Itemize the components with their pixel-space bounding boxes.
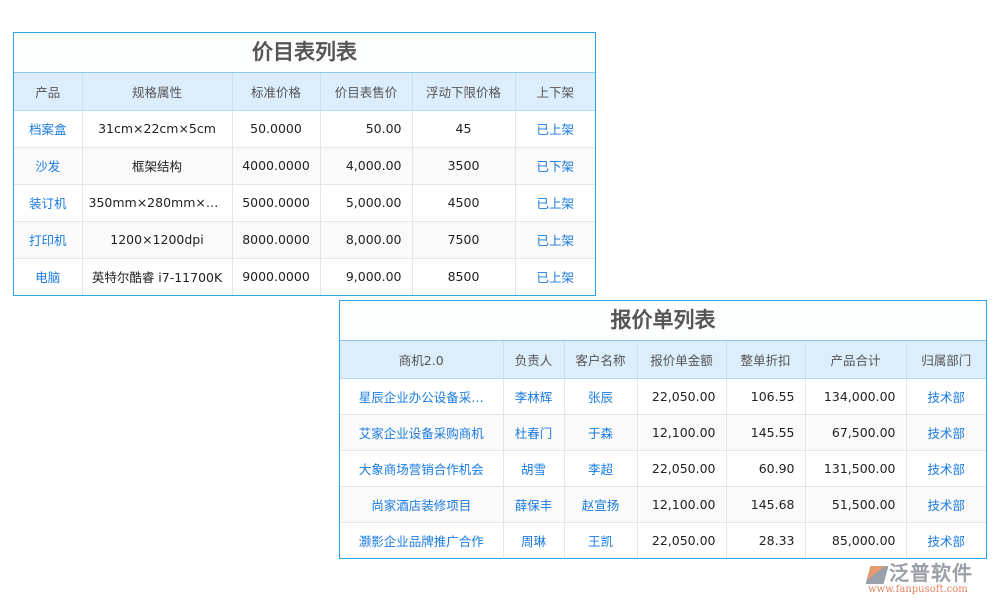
cell-link[interactable]: 技术部 — [906, 378, 986, 415]
table-row[interactable]: 星辰企业办公设备采… 李林辉 张辰 22,050.00 106.55 134,000.00… — [340, 378, 986, 415]
quote-list-table: 商机2.0 负责人 客户名称 报价单金额 整单折扣 产品合计 归属部门 星辰企业办公设备采…… — [340, 341, 986, 558]
table-cell: 50.00 — [320, 110, 413, 148]
table-cell: 50.0000 — [232, 110, 321, 148]
table-cell: 5000.0000 — [232, 184, 321, 222]
cell-link[interactable]: 沙发 — [14, 147, 83, 185]
table-cell: 350mm×280mm×5… — [82, 184, 233, 222]
table-row[interactable]: 打印机 1200×1200dpi 8000.0000 8,000.00 7500 已上架 — [14, 221, 595, 259]
fanpu-logo-icon — [865, 565, 889, 584]
cell-link[interactable]: 技术部 — [906, 414, 986, 451]
table-cell: 1200×1200dpi — [82, 221, 233, 259]
column-header[interactable]: 价目表售价 — [320, 73, 413, 111]
table-cell: 4000.0000 — [232, 147, 321, 185]
price-list-panel: 价目表列表 产品 规格属性 标准价格 价目表售价 浮动下限价格 上下架 档案盒 31cm×2… — [13, 32, 596, 296]
quote-list-title: 报价单列表 — [340, 301, 986, 341]
column-header[interactable]: 标准价格 — [232, 73, 321, 111]
cell-link[interactable]: 艾家企业设备采购商机 — [340, 414, 504, 451]
column-header[interactable]: 归属部门 — [906, 341, 986, 379]
cell-link[interactable]: 电脑 — [14, 258, 83, 295]
column-header[interactable]: 浮动下限价格 — [412, 73, 516, 111]
cell-link[interactable]: 技术部 — [927, 533, 965, 549]
table-cell: 45 — [412, 110, 516, 148]
cell-link[interactable]: 李超 — [564, 450, 638, 487]
table-cell: 8500 — [412, 258, 516, 295]
table-cell: 12,100.00 — [637, 486, 727, 523]
table-cell: 145.55 — [726, 414, 806, 451]
cell-link[interactable]: 张辰 — [564, 378, 638, 415]
table-row[interactable]: 装订机 350mm×280mm×5… 5000.0000 5,000.00 4500 已上… — [14, 184, 595, 222]
cell-link[interactable]: 打印机 — [14, 221, 83, 259]
column-header[interactable]: 报价单金额 — [637, 341, 727, 379]
table-cell: 22,050.00 — [637, 378, 727, 415]
table-cell: 4500 — [412, 184, 516, 222]
table-row[interactable]: 沙发 框架结构 4000.0000 4,000.00 3500 已下架 — [14, 147, 595, 185]
cell-link[interactable]: 技术部 — [906, 486, 986, 523]
table-cell: 28.33 — [726, 522, 806, 558]
table-row[interactable]: 电脑 英特尔酷睿 i7-11700K 9000.0000 9,000.00 8500 已上… — [14, 258, 595, 295]
column-header[interactable]: 规格属性 — [82, 73, 233, 111]
watermark: 泛普软件 www.fanpusoft.com — [865, 561, 973, 596]
table-cell: 60.90 — [726, 450, 806, 487]
table-cell: 3500 — [412, 147, 516, 185]
table-cell: 9000.0000 — [232, 258, 321, 295]
table-cell: 7500 — [412, 221, 516, 259]
cell-link[interactable]: 技术部 — [906, 450, 986, 487]
cell-link[interactable]: 胡雪 — [503, 450, 565, 487]
cell-link[interactable]: 赵宣扬 — [564, 486, 638, 523]
table-cell: 8,000.00 — [320, 221, 413, 259]
cell-link[interactable]: 于森 — [564, 414, 638, 451]
column-header[interactable]: 商机2.0 — [340, 341, 504, 379]
cell-link[interactable]: 档案盒 — [14, 110, 83, 148]
column-header[interactable]: 客户名称 — [564, 341, 638, 379]
cell-link[interactable]: 已上架 — [515, 110, 595, 148]
watermark-url: www.fanpusoft.com — [868, 584, 968, 595]
table-cell: 框架结构 — [82, 147, 233, 185]
column-header[interactable]: 整单折扣 — [726, 341, 806, 379]
table-row[interactable]: 档案盒 31cm×22cm×5cm 50.0000 50.00 45 已上架 — [14, 110, 595, 148]
table-row[interactable]: 灏影企业品牌推广合作 周琳 王凯 22,050.00 28.33 85,000.00 技术部 — [340, 522, 986, 558]
table-cell: 145.68 — [726, 486, 806, 523]
table-cell: 22,050.00 — [637, 450, 727, 487]
table-row[interactable]: 大象商场营销合作机会 胡雪 李超 22,050.00 60.90 131,500.00 技术… — [340, 450, 986, 487]
cell-link[interactable]: 大象商场营销合作机会 — [340, 450, 504, 487]
column-header[interactable]: 产品合计 — [805, 341, 907, 379]
cell-link[interactable]: 薛保丰 — [503, 486, 565, 523]
price-list-title: 价目表列表 — [14, 33, 595, 73]
table-cell: 106.55 — [726, 378, 806, 415]
cell-link[interactable]: 已上架 — [515, 221, 595, 259]
column-header[interactable]: 产品 — [14, 73, 83, 111]
cell-link[interactable]: 杜春门 — [503, 414, 565, 451]
cell-link[interactable]: 尚家酒店装修项目 — [340, 486, 504, 523]
table-cell: 8000.0000 — [232, 221, 321, 259]
watermark-logo-text: 泛普软件 — [889, 561, 973, 585]
column-header[interactable]: 上下架 — [515, 73, 595, 111]
table-cell: 12,100.00 — [637, 414, 727, 451]
cell-link[interactable]: 灏影企业品牌推广合作 — [340, 522, 504, 558]
cell-link[interactable]: 已上架 — [536, 270, 574, 286]
quote-list-panel: 报价单列表 商机2.0 负责人 客户名称 报价单金额 整单折扣 产品合计 归属部门 星辰企业… — [339, 300, 987, 559]
table-cell: 31cm×22cm×5cm — [82, 110, 233, 148]
cell-link[interactable]: 星辰企业办公设备采… — [340, 378, 504, 415]
price-list-table: 产品 规格属性 标准价格 价目表售价 浮动下限价格 上下架 档案盒 31cm×22cm×5c… — [14, 73, 595, 295]
table-row[interactable]: 艾家企业设备采购商机 杜春门 于森 12,100.00 145.55 67,500.00 技… — [340, 414, 986, 451]
table-cell: 134,000.00 — [805, 378, 907, 415]
table-cell: 9,000.00 — [320, 258, 413, 295]
cell-link[interactable]: 王凯 — [564, 522, 638, 558]
table-cell: 85,000.00 — [805, 522, 907, 558]
cell-link[interactable]: 李林辉 — [503, 378, 565, 415]
cell-link[interactable]: 已下架 — [515, 147, 595, 185]
cell-link[interactable]: 装订机 — [14, 184, 83, 222]
table-cell: 131,500.00 — [805, 450, 907, 487]
column-header[interactable]: 负责人 — [503, 341, 565, 379]
table-row[interactable]: 尚家酒店装修项目 薛保丰 赵宣扬 12,100.00 145.68 51,500.00 技术… — [340, 486, 986, 523]
table-cell: 67,500.00 — [805, 414, 907, 451]
table-cell: 5,000.00 — [320, 184, 413, 222]
table-cell: 英特尔酷睿 i7-11700K — [82, 258, 233, 295]
table-cell: 51,500.00 — [805, 486, 907, 523]
cell-link[interactable]: 周琳 — [503, 522, 565, 558]
table-cell: 4,000.00 — [320, 147, 413, 185]
cell-link[interactable]: 已上架 — [515, 184, 595, 222]
table-cell: 22,050.00 — [637, 522, 727, 558]
